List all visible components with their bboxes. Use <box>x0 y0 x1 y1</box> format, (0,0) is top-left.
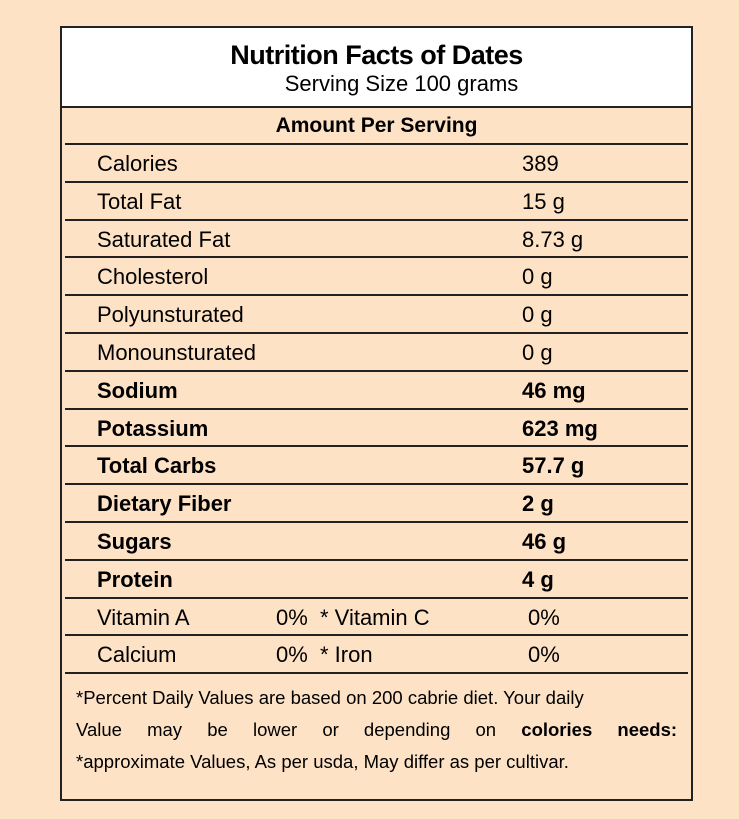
nutrient-label: Potassium <box>97 415 209 441</box>
nutrient-value: 4 g <box>522 566 554 592</box>
vitamin-percent: 0% <box>528 604 560 630</box>
nutrient-label: Protein <box>97 566 173 592</box>
table-row: Saturated Fat 8.73 g <box>65 221 688 259</box>
table-row: Monounsturated 0 g <box>65 334 688 372</box>
table-row: Dietary Fiber 2 g <box>65 485 688 523</box>
table-row: Cholesterol 0 g <box>65 258 688 297</box>
nutrient-label: Calories <box>97 151 178 176</box>
nutrient-value: 0 g <box>522 302 553 328</box>
nutrient-label: Monounsturated <box>97 339 256 365</box>
nutrient-value: 389 <box>522 151 559 176</box>
table-row: Potassium 623 mg <box>65 410 688 448</box>
vitamin-label: * Vitamin C <box>320 604 430 630</box>
nutrient-label: Total Fat <box>97 188 182 214</box>
nutrient-value: 15 g <box>522 188 565 214</box>
nutrient-label: Total Carbs <box>97 453 217 479</box>
nutrient-value: 57.7 g <box>522 453 585 479</box>
footer-line: *Percent Daily Values are based on 200 c… <box>76 687 584 709</box>
footer-bold: colories needs: <box>521 719 678 741</box>
nutrient-label: Dietary Fiber <box>97 491 232 517</box>
nutrient-value: 46 g <box>522 528 567 554</box>
footer-line: Value may be lower or depending on color… <box>76 714 677 746</box>
footer-text: Value may be lower or depending on <box>76 719 497 741</box>
table-row: Total Fat 15 g <box>65 183 688 221</box>
vitamin-label: Vitamin A <box>97 604 190 630</box>
nutrient-value: 2 g <box>522 491 554 517</box>
nutrient-value: 0 g <box>522 264 553 290</box>
nutrient-value: 0 g <box>522 339 553 365</box>
header: Nutrition Facts of Dates Serving Size 10… <box>62 28 691 108</box>
nutrition-table: Nutrition Facts of Dates Serving Size 10… <box>60 26 693 801</box>
rows: Calories 389 Total Fat 15 g Saturated Fat 8.7… <box>62 145 691 675</box>
nutrient-value: 623 mg <box>522 415 598 441</box>
footer-line: *approximate Values, As per usda, May di… <box>76 751 569 773</box>
vitamin-row: Vitamin A 0% * Vitamin C 0% <box>65 599 688 637</box>
nutrient-value: 8.73 g <box>522 226 584 252</box>
vitamin-label: * Iron <box>320 642 373 668</box>
vitamin-label: Calcium <box>97 642 177 668</box>
table-heading: Amount Per Serving <box>65 108 688 145</box>
vitamin-percent: 0% <box>276 642 308 668</box>
vitamin-percent: 0% <box>276 604 308 630</box>
title: Nutrition Facts of Dates <box>230 40 523 70</box>
footer: *Percent Daily Values are based on 200 c… <box>62 674 691 778</box>
vitamin-percent: 0% <box>528 642 560 668</box>
table-row: Calories 389 <box>65 145 688 183</box>
table-row: Polyunsturated 0 g <box>65 296 688 334</box>
vitamin-row: Calcium 0% * Iron 0% <box>65 636 688 675</box>
nutrient-label: Sugars <box>97 528 172 554</box>
table-row: Sugars 46 g <box>65 523 688 561</box>
nutrient-label: Polyunsturated <box>97 302 244 328</box>
table-row: Protein 4 g <box>65 561 688 599</box>
nutrient-value: 46 mg <box>522 377 586 403</box>
table-row: Total Carbs 57.7 g <box>65 447 688 486</box>
nutrient-label: Sodium <box>97 377 178 403</box>
subtitle: Serving Size 100 grams <box>284 71 519 96</box>
nutrient-label: Cholesterol <box>97 264 209 290</box>
nutrient-label: Saturated Fat <box>97 226 231 252</box>
table-row: Sodium 46 mg <box>65 372 688 410</box>
